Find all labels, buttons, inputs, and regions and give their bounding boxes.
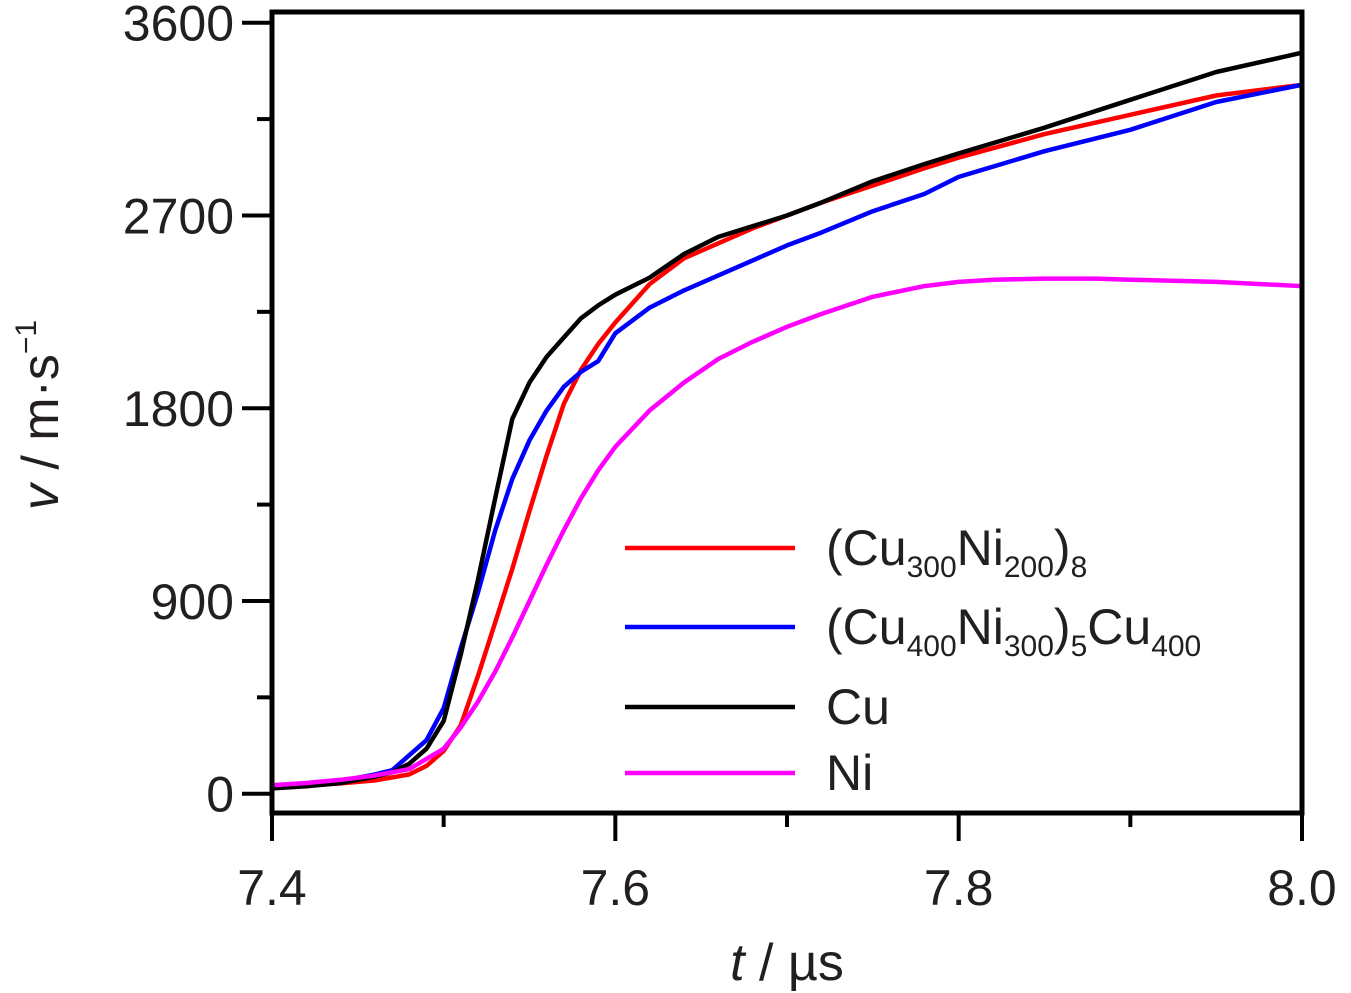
y-tick-label: 0 [206,767,234,823]
y-axis-title: v / m·s−1 [10,320,70,510]
series-layer [271,50,1303,791]
series-line-3 [271,276,1303,788]
x-tick-label: 7.8 [924,860,994,916]
y-tick-label: 3600 [123,0,234,52]
y-tick-label: 900 [151,574,234,630]
legend-label-0: (Cu300Ni200)8 [826,520,1087,584]
x-axis-unit: / µs [745,934,844,992]
y-tick-label: 2700 [123,188,234,244]
x-axis-title: t / µs [730,934,844,992]
ticks-layer [242,20,1304,841]
y-tick-label: 1800 [123,381,234,437]
legend-label-3: Ni [826,745,873,801]
series-line-2 [271,50,1303,791]
legend-label-1: (Cu400Ni300)5Cu400 [826,599,1201,663]
y-axis-sup: −1 [10,320,43,354]
y-axis-var: v [12,481,70,510]
legend-label-2: Cu [826,679,890,735]
x-tick-label: 7.4 [237,860,307,916]
x-tick-label: 7.6 [581,860,651,916]
x-tick-label: 8.0 [1267,860,1337,916]
y-axis-unit: / m·s [12,354,70,484]
ticklabel-layer: 7.4 7.6 7.8 8.0 0 900 1800 2700 3600 [123,0,1337,916]
legend: (Cu300Ni200)8 (Cu400Ni300)5Cu400 Cu Ni [625,520,1201,801]
x-axis-var: t [730,934,747,992]
series-line-1 [271,82,1303,788]
series-line-0 [271,82,1303,790]
plot-frame [269,9,1305,816]
